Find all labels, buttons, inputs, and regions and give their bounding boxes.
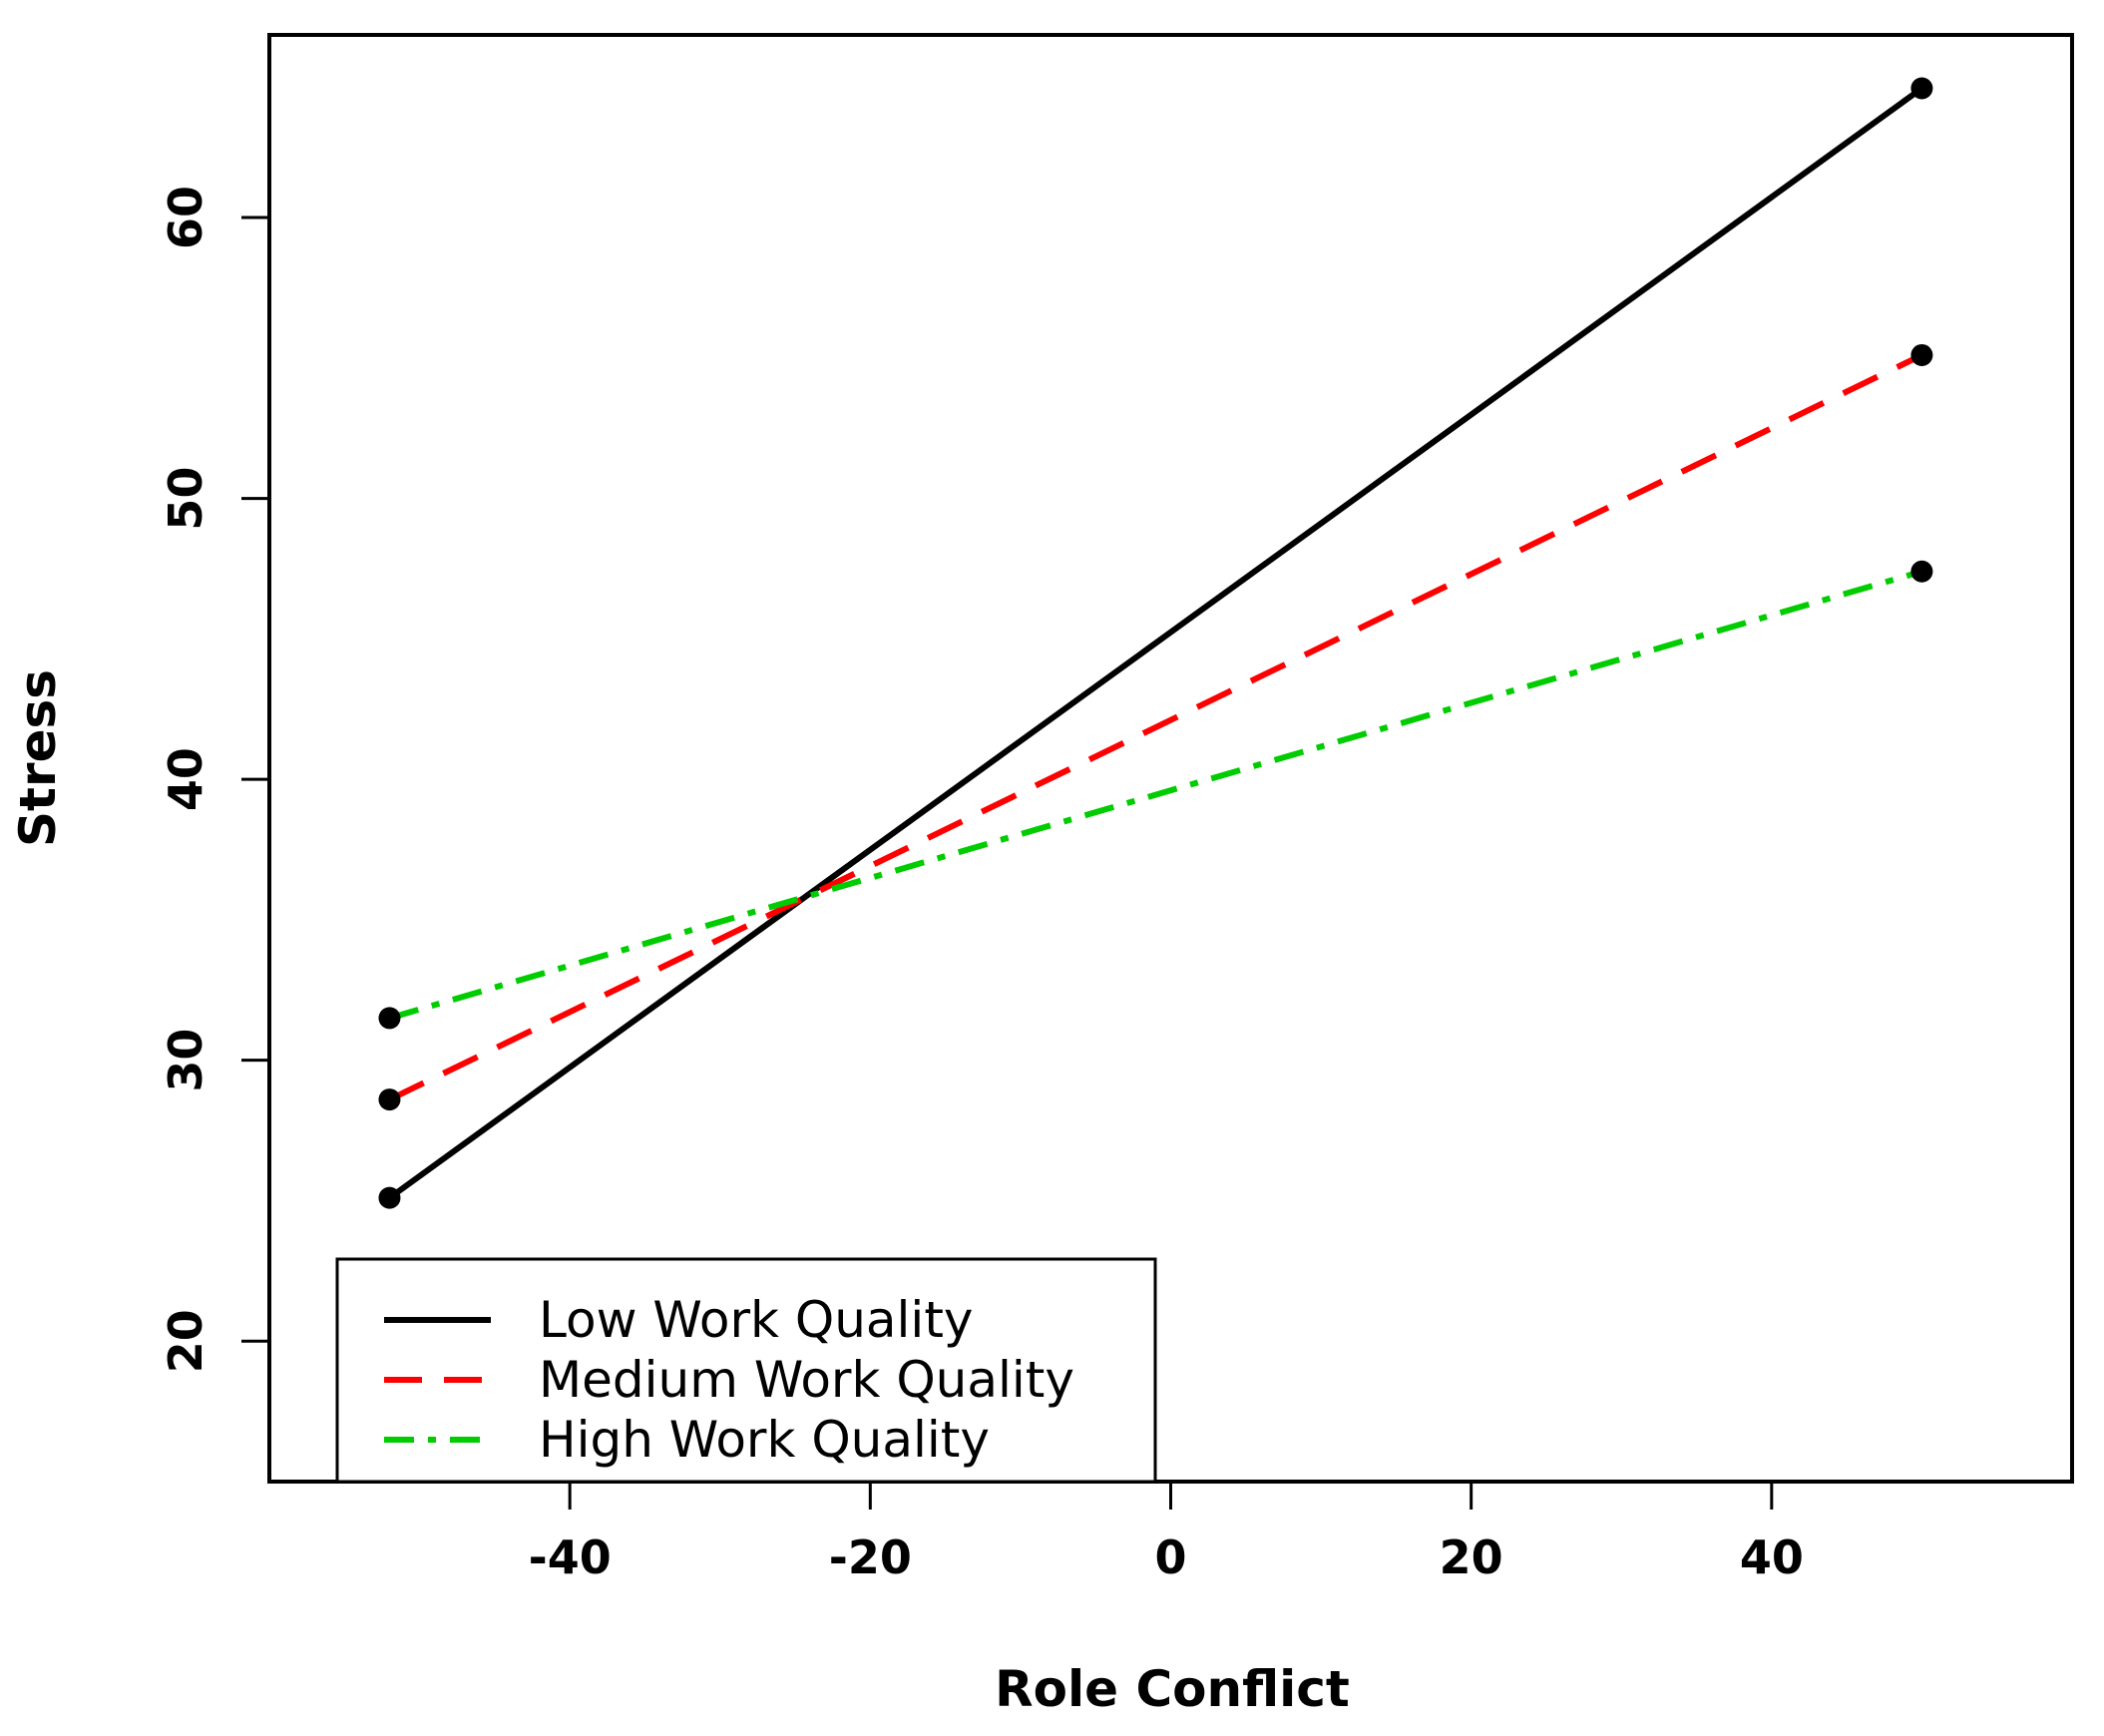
series-line-1 [388,352,1923,1102]
series-layer [378,77,1933,1209]
y-axis: 20 30 40 50 60 [159,186,269,1373]
legend-label-1: Medium Work Quality [539,1351,1074,1409]
y-tick-label-2: 40 [159,747,212,811]
data-point-2-0 [378,1007,401,1030]
legend-box [335,1257,1157,1484]
x-tick-label-4: 40 [1740,1530,1804,1584]
data-point-0-0 [378,1186,401,1209]
series-line-0 [387,86,1924,1201]
data-point-1-0 [378,1088,401,1111]
x-tick-label-2: 0 [1154,1530,1186,1584]
y-tick-label-0: 20 [159,1309,212,1373]
series-line-2 [388,568,1923,1022]
legend-label-2: High Work Quality [539,1411,990,1469]
y-tick-label-4: 60 [159,186,212,249]
x-axis-title: Role Conflict [995,1660,1350,1718]
legend-label-0: Low Work Quality [539,1291,974,1349]
data-point-2-1 [1910,560,1933,583]
data-point-0-1 [1910,77,1933,100]
x-tick-label-3: 20 [1440,1530,1503,1584]
y-tick-label-3: 50 [159,467,212,531]
x-tick-label-1: -20 [829,1530,912,1584]
x-axis: -40 -20 0 20 40 [529,1482,1804,1584]
y-axis-title: Stress [9,669,67,847]
y-tick-label-1: 30 [159,1029,212,1092]
x-tick-label-0: -40 [529,1530,612,1584]
data-point-1-1 [1910,343,1933,366]
